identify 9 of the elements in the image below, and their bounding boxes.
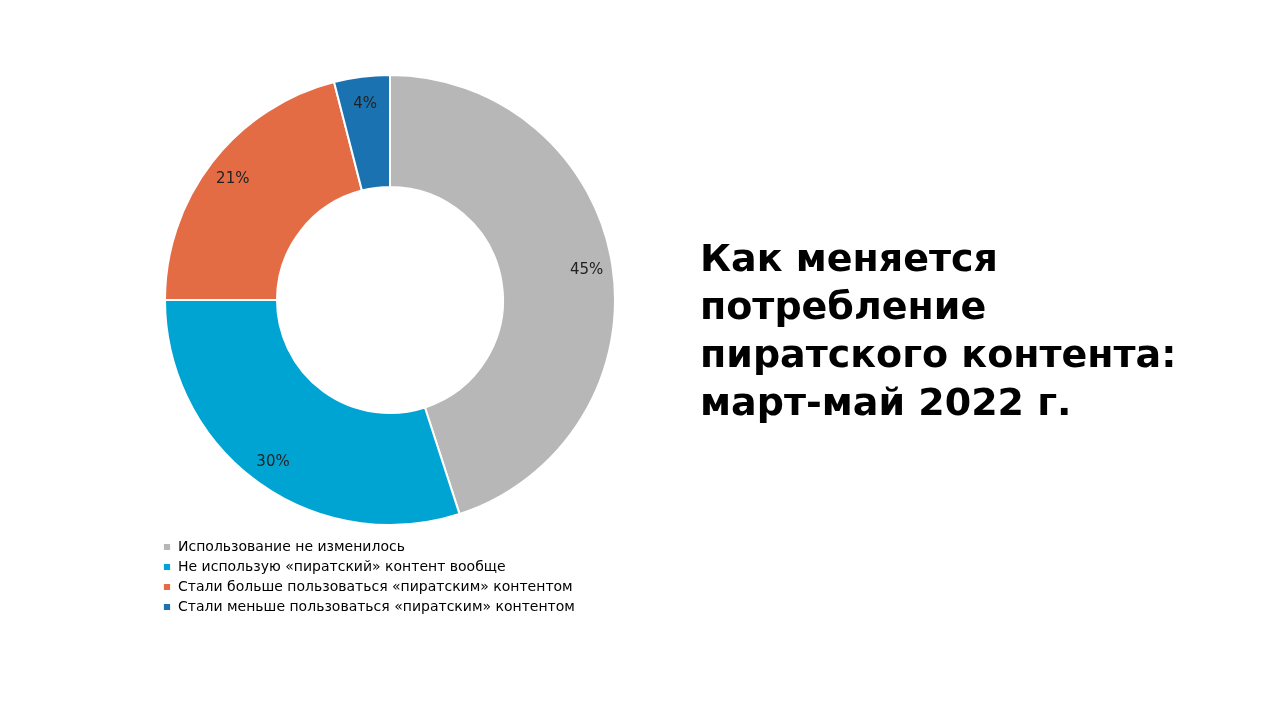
legend-label: Стали меньше пользоваться «пиратским» контентом [178, 598, 575, 614]
data-label: 45% [569, 259, 604, 278]
legend-label: Стали больше пользоваться «пиратским» контентом [178, 578, 573, 594]
legend-label: Не использую «пиратский» контент вообще [178, 558, 506, 574]
data-label: 21% [216, 169, 250, 188]
data-label: 30% [256, 451, 290, 470]
legend-label: Использование не изменилось [178, 538, 405, 554]
text: Как меняется потребление пиратского контента: март-май 2022 г. [700, 236, 1177, 424]
data-label: 4% [353, 93, 377, 112]
